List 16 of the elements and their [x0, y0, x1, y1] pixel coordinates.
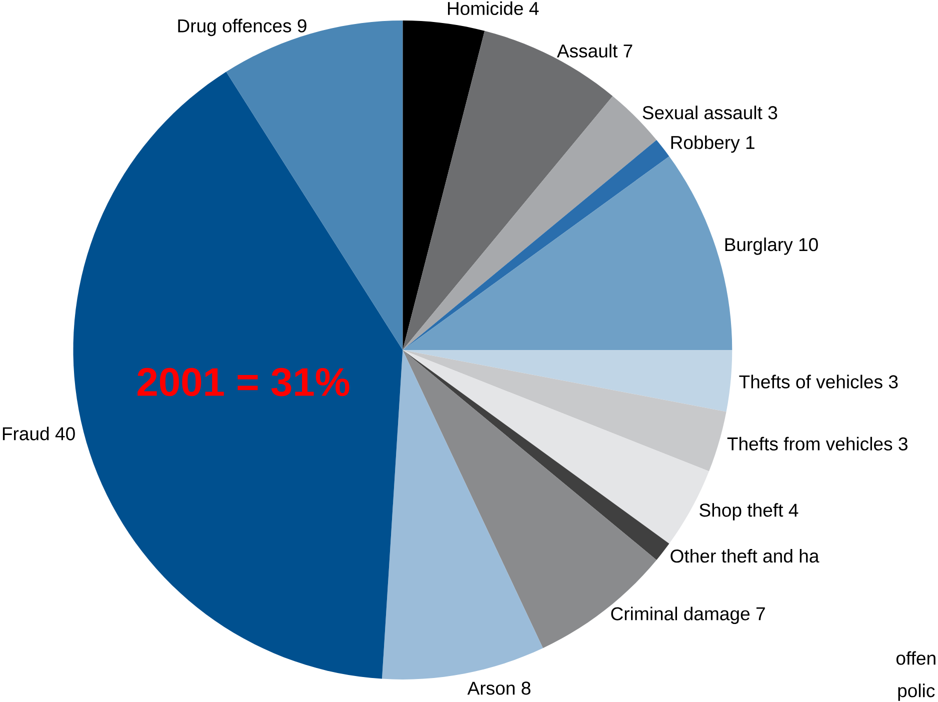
slice-label: Other theft and ha: [670, 548, 820, 562]
text: offen: [896, 651, 936, 665]
slice-label: Shop theft 4: [700, 502, 798, 520]
slice-label: Robbery 1: [671, 135, 754, 153]
text: polic: [898, 683, 935, 701]
slice-label: Thefts from vehicles 3: [727, 436, 908, 450]
slice-label: Burglary 10: [725, 237, 818, 255]
slice-label: Drug offences 9: [178, 18, 306, 36]
slice-label: Fraud 40: [2, 426, 75, 440]
slice-label: Thefts of vehicles 3: [739, 374, 898, 388]
slice-label: Sexual assault 3: [642, 105, 778, 120]
slice-label: Assault 7: [556, 44, 632, 58]
slice-label: Arson 8: [467, 681, 530, 695]
text: 2001 = 31%: [138, 368, 350, 396]
slice-label: Homicide 4: [448, 1, 539, 15]
slice-label: Criminal damage 7: [611, 606, 765, 624]
